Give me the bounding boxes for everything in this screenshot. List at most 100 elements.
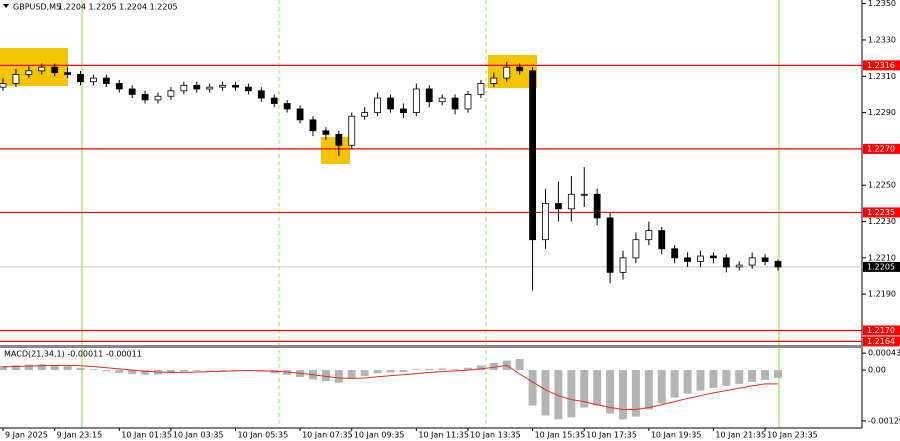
macd-bar: [438, 368, 447, 371]
level-label-box: [863, 143, 900, 154]
macd-bar: [696, 370, 705, 391]
candle-body: [102, 77, 110, 84]
candle-body: [710, 255, 717, 259]
y-tick-label: 1.2350: [868, 0, 896, 8]
macd-bar: [425, 368, 434, 371]
macd-bar: [11, 365, 20, 371]
candle-body: [425, 88, 433, 103]
macd-bar: [657, 370, 666, 404]
candle-body: [632, 239, 640, 259]
macd-bar: [761, 370, 770, 380]
macd-y-tick-label: 0.00: [868, 366, 886, 375]
candle-body: [90, 77, 97, 83]
macd-y-tick-label: 0.00043: [868, 349, 900, 358]
macd-bar: [334, 370, 343, 383]
current-price-label: 1.2205: [867, 262, 895, 271]
macd-bar: [37, 364, 46, 371]
candle-body: [309, 119, 317, 132]
macd-bar: [205, 370, 214, 371]
candle-body: [555, 202, 562, 210]
x-tick-label: 9 Jan 2025: [5, 431, 48, 440]
candle-body: [748, 257, 756, 266]
candle-body: [619, 257, 627, 273]
macd-bar: [179, 370, 188, 372]
candle-body: [154, 95, 162, 101]
macd-bar: [166, 370, 175, 374]
candle-body: [477, 83, 485, 95]
macd-bar: [489, 362, 498, 371]
panel-separator: [0, 345, 862, 348]
candle-body: [38, 66, 46, 72]
macd-bar: [593, 370, 602, 406]
candle-body: [516, 66, 524, 72]
x-tick-label: 10 Jan 15:35: [535, 431, 586, 440]
candle-body: [761, 257, 769, 262]
candle-body: [464, 94, 472, 110]
candle-body: [232, 84, 239, 88]
macd-bar: [515, 359, 524, 371]
y-tick-label: 1.2310: [868, 72, 896, 81]
candle-body: [283, 103, 291, 110]
candle-body: [296, 108, 304, 121]
macd-bar: [412, 369, 421, 371]
level-label: 1.2170: [867, 326, 895, 335]
candle-body: [128, 88, 136, 95]
x-tick-label: 10 Jan 23:35: [767, 431, 818, 440]
y-tick-label: 1.2210: [868, 253, 896, 262]
candle-body: [180, 84, 188, 92]
macd-bar: [0, 366, 7, 371]
macd-bar: [102, 370, 111, 372]
macd-bar: [748, 370, 757, 382]
current-price-box: [863, 261, 900, 272]
candle-body: [567, 193, 575, 210]
candle-body: [193, 84, 201, 90]
candle-body: [12, 74, 20, 84]
candle-body: [64, 72, 71, 75]
macd-bar: [580, 370, 589, 408]
macd-bar: [683, 370, 692, 394]
macd-bar: [89, 369, 98, 371]
candle-body: [374, 97, 381, 113]
macd-bar: [347, 370, 356, 379]
candle-body: [400, 108, 407, 113]
candle-body: [77, 74, 84, 83]
macd-y-tick-label: -0.00129: [868, 416, 900, 425]
candle-body: [167, 90, 175, 97]
macd-bar: [631, 370, 640, 417]
candle-body: [270, 97, 278, 104]
macd-bar: [554, 370, 563, 420]
macd-bar: [141, 370, 150, 375]
macd-bar: [567, 370, 576, 418]
macd-bar: [464, 367, 472, 371]
macd-bar: [451, 369, 460, 371]
y-tick-label: 1.2190: [868, 290, 896, 299]
macd-bar: [63, 366, 72, 371]
x-tick-label: 10 Jan 13:35: [470, 431, 521, 440]
x-tick-label: 10 Jan 11:35: [418, 431, 469, 440]
macd-bar: [386, 370, 395, 373]
macd-bar: [218, 370, 227, 371]
macd-bar: [399, 370, 408, 373]
candle-body: [387, 97, 394, 110]
macd-bar: [541, 370, 550, 416]
macd-bar: [722, 370, 731, 386]
macd-signal-line: [2, 364, 778, 410]
macd-bar: [192, 370, 201, 371]
candle-body: [503, 66, 511, 79]
chart-title: GBPUSD,M5: [13, 3, 61, 12]
candle-body: [580, 193, 588, 196]
candle-body: [25, 70, 33, 75]
quote-text: 1.2204 1.2205 1.2204 1.2205: [58, 3, 178, 12]
macd-bar: [24, 364, 33, 371]
macd-bar: [644, 370, 653, 410]
x-tick-label: 10 Jan 09:35: [354, 431, 405, 440]
level-label-box: [863, 207, 900, 218]
y-tick-label: 1.2330: [868, 35, 896, 44]
level-label: 1.2235: [867, 208, 895, 217]
candle-body: [412, 88, 420, 113]
candle-body: [438, 97, 446, 103]
candle-body: [645, 230, 653, 241]
menu-arrow: [3, 4, 9, 8]
candle-body: [348, 115, 356, 146]
